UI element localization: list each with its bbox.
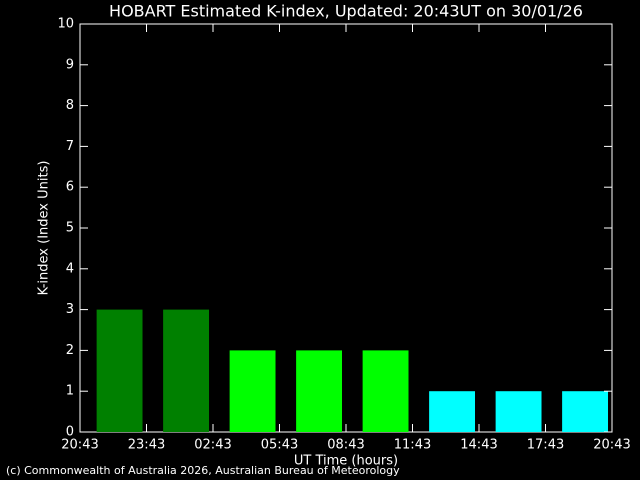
y-tick-label: 2: [66, 343, 74, 358]
bar: [96, 309, 143, 432]
chart-title: HOBART Estimated K-index, Updated: 20:43…: [109, 2, 583, 21]
y-tick-label: 7: [66, 139, 74, 154]
bar: [562, 391, 609, 432]
bar: [163, 309, 210, 432]
y-tick-label: 9: [66, 57, 74, 72]
y-tick-label: 1: [66, 384, 74, 399]
y-tick-label: 6: [66, 180, 74, 195]
x-tick-label: 20:43: [61, 438, 98, 453]
x-tick-label: 05:43: [261, 438, 298, 453]
y-tick-label: 8: [66, 98, 74, 113]
x-axis-label: UT Time (hours): [294, 454, 398, 469]
footer: (c) Commonwealth of Australia 2026, Aust…: [6, 464, 400, 477]
bar: [362, 350, 409, 432]
x-tick-label: 14:43: [460, 438, 497, 453]
y-tick-label: 10: [57, 17, 74, 32]
x-tick-label: 23:43: [128, 438, 165, 453]
bar: [296, 350, 343, 432]
y-tick-label: 0: [66, 425, 74, 440]
y-tick-label: 3: [66, 302, 74, 317]
y-axis-label: K-index (Index Units): [37, 161, 52, 296]
x-tick-label: 11:43: [394, 438, 431, 453]
bar: [429, 391, 476, 432]
x-tick-label: 17:43: [527, 438, 564, 453]
y-tick-label: 4: [66, 261, 74, 276]
x-tick-label: 20:43: [593, 438, 630, 453]
y-tick-label: 5: [66, 221, 74, 236]
x-tick-label: 08:43: [327, 438, 364, 453]
bar: [229, 350, 276, 432]
plot-frame: [79, 23, 613, 433]
x-tick-label: 02:43: [194, 438, 231, 453]
bar: [495, 391, 542, 432]
